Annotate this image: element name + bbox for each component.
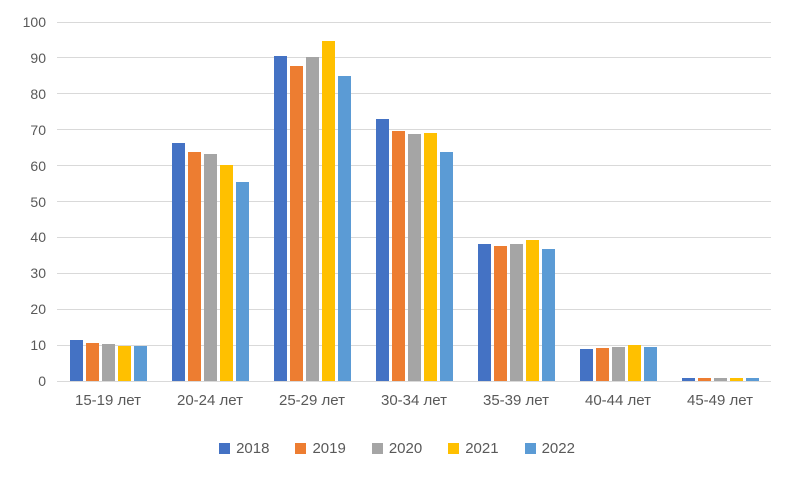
bar-group-30-34 лет: [363, 22, 465, 381]
legend: 2018 2019 2020 2021 2022: [0, 440, 794, 457]
x-tick-label-40-44 лет: 40-44 лет: [585, 392, 651, 409]
legend-item-2018: 2018: [219, 440, 269, 457]
bar-2022-40-44 лет: [643, 346, 657, 381]
y-tick-label-10: 10: [30, 337, 46, 354]
bar-2019-40-44 лет: [595, 347, 609, 381]
y-tick-label-20: 20: [30, 301, 46, 318]
y-tick-label-40: 40: [30, 229, 46, 246]
bar-group-40-44 лет: [567, 22, 669, 381]
bar-2018-35-39 лет: [477, 243, 491, 381]
legend-label-2021: 2021: [465, 440, 499, 457]
legend-label-2019: 2019: [312, 440, 346, 457]
bar-2022-15-19 лет: [133, 346, 147, 381]
y-tick-label-0: 0: [38, 373, 46, 389]
bar-2020-20-24 лет: [203, 154, 217, 381]
gridline-80: [57, 93, 771, 95]
bar-2020-45-49 лет: [713, 378, 727, 381]
bar-2018-15-19 лет: [69, 340, 83, 381]
legend-swatch-2019: [295, 443, 307, 454]
legend-swatch-2021: [448, 443, 460, 454]
bar-2018-30-34 лет: [375, 118, 389, 381]
bar-2018-20-24 лет: [171, 142, 185, 381]
bar-2018-25-29 лет: [273, 56, 287, 381]
y-tick-label-80: 80: [30, 85, 46, 102]
x-axis: 15-19 лет 20-24 лет 25-29 лет 30-34 лет 35-3…: [57, 392, 771, 409]
bar-2021-25-29 лет: [321, 41, 335, 381]
x-tick-label-25-29 лет: 25-29 лет: [279, 392, 345, 409]
bar-2022-35-39 лет: [541, 248, 555, 381]
legend-swatch-2022: [524, 443, 536, 454]
bars-layer: [57, 22, 771, 381]
bar-2021-40-44 лет: [627, 345, 641, 381]
bar-2020-25-29 лет: [305, 57, 319, 381]
bar-group-25-29 лет: [261, 22, 363, 381]
y-tick-label-90: 90: [30, 49, 46, 66]
bar-2019-30-34 лет: [391, 131, 405, 381]
bar-group-45-49 лет: [669, 22, 771, 381]
bar-2019-35-39 лет: [493, 246, 507, 381]
gridline-0: [57, 380, 771, 382]
y-tick-label-60: 60: [30, 157, 46, 174]
bar-2020-30-34 лет: [407, 134, 421, 381]
bar-2020-35-39 лет: [509, 243, 523, 381]
bar-2022-30-34 лет: [439, 152, 453, 381]
legend-swatch-2020: [371, 443, 383, 454]
bar-2021-15-19 лет: [117, 345, 131, 381]
gridline-90: [57, 57, 771, 59]
legend-item-2020: 2020: [371, 440, 423, 457]
bar-2019-15-19 лет: [85, 343, 99, 381]
y-tick-label-50: 50: [30, 193, 46, 210]
bar-2019-20-24 лет: [187, 151, 201, 381]
bar-2019-25-29 лет: [289, 66, 303, 381]
legend-swatch-2018: [219, 443, 231, 454]
legend-label-2020: 2020: [388, 440, 423, 457]
x-tick-label-35-39 лет: 35-39 лет: [483, 392, 549, 409]
y-tick-label-70: 70: [30, 121, 46, 138]
legend-label-2022: 2022: [541, 440, 575, 457]
legend-label-2018: 2018: [236, 440, 270, 457]
bar-2020-15-19 лет: [101, 343, 115, 381]
gridline-100: [57, 21, 771, 23]
bar-2022-25-29 лет: [337, 75, 351, 381]
bar-2022-20-24 лет: [235, 181, 249, 381]
bar-2022-45-49 лет: [745, 378, 759, 381]
x-tick-label-20-24 лет: 20-24 лет: [177, 392, 243, 409]
bar-2021-30-34 лет: [423, 132, 437, 381]
x-tick-label-15-19 лет: 15-19 лет: [75, 392, 141, 409]
legend-item-2022: 2022: [524, 440, 575, 457]
bar-2021-45-49 лет: [729, 378, 743, 381]
bar-2018-45-49 лет: [681, 378, 695, 381]
x-tick-label-30-34 лет: 30-34 лет: [381, 392, 447, 409]
bar-2020-40-44 лет: [611, 346, 625, 381]
gridline-70: [57, 129, 771, 131]
bar-2021-35-39 лет: [525, 239, 539, 381]
bar-group-35-39 лет: [465, 22, 567, 381]
bar-group-15-19 лет: [57, 22, 159, 381]
legend-item-2019: 2019: [295, 440, 346, 457]
bar-2019-45-49 лет: [697, 378, 711, 381]
bar-group-20-24 лет: [159, 22, 261, 381]
bar-2021-20-24 лет: [219, 164, 233, 381]
y-tick-label-100: 100: [22, 14, 46, 30]
x-tick-label-45-49 лет: 45-49 лет: [687, 392, 753, 409]
legend-item-2021: 2021: [448, 440, 499, 457]
plot-area: [57, 21, 771, 382]
y-axis: 0 10 20 30 40 50 60 70 80 90 100: [0, 0, 46, 477]
y-tick-label-30: 30: [30, 265, 46, 282]
bar-2018-40-44 лет: [579, 349, 593, 381]
